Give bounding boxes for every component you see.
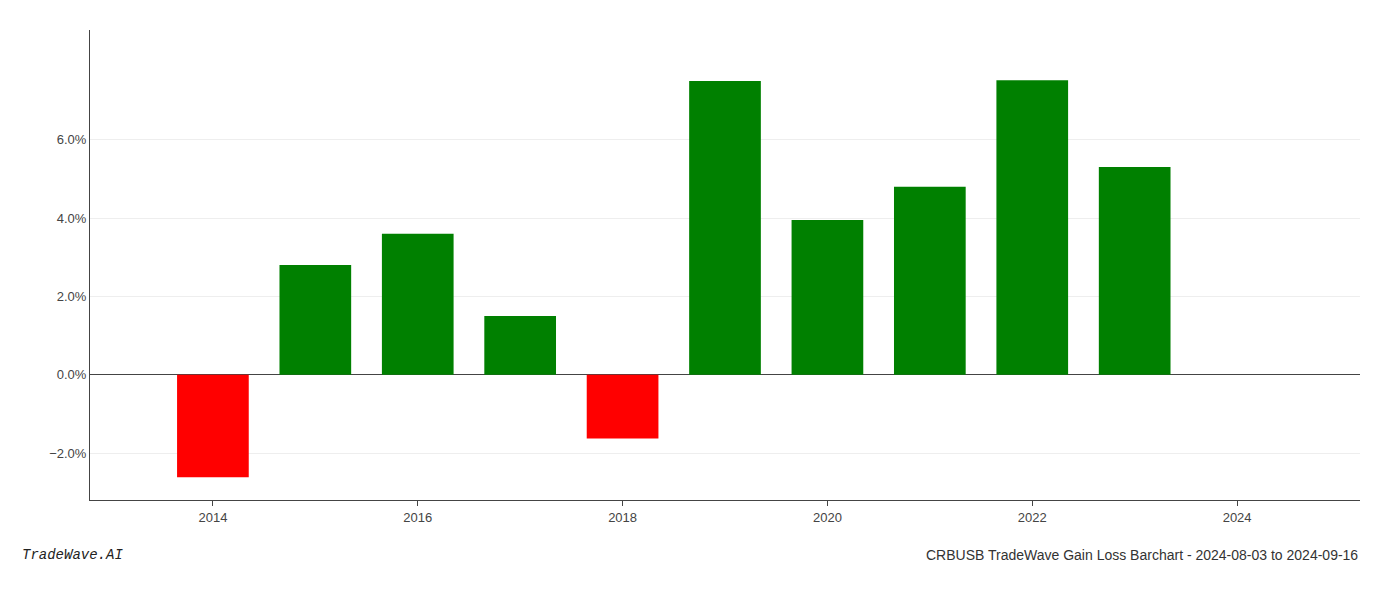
svg-text:2020: 2020 [813, 510, 842, 525]
svg-text:6.0%: 6.0% [57, 132, 87, 147]
svg-text:−2.0%: −2.0% [49, 446, 87, 461]
svg-text:4.0%: 4.0% [57, 211, 87, 226]
svg-text:2018: 2018 [608, 510, 637, 525]
svg-text:2.0%: 2.0% [57, 289, 87, 304]
svg-text:2016: 2016 [403, 510, 432, 525]
svg-text:CRBUSB TradeWave Gain Loss Bar: CRBUSB TradeWave Gain Loss Barchart - 20… [926, 547, 1358, 563]
svg-text:2022: 2022 [1018, 510, 1047, 525]
svg-text:2014: 2014 [198, 510, 227, 525]
svg-text:2024: 2024 [1223, 510, 1252, 525]
svg-text:0.0%: 0.0% [57, 367, 87, 382]
svg-text:TradeWave.AI: TradeWave.AI [22, 547, 123, 563]
